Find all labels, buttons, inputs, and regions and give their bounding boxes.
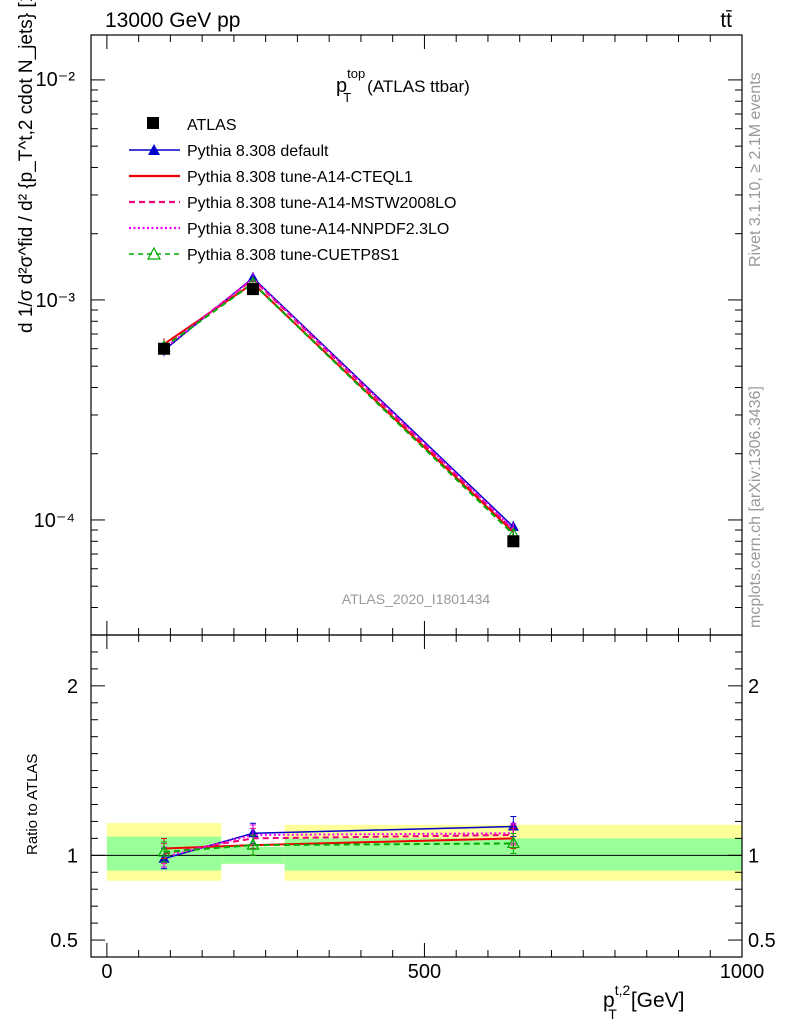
series-line-1 xyxy=(163,282,515,533)
x-tick-label: 500 xyxy=(408,961,441,983)
series-line-4 xyxy=(163,282,515,536)
atlas-data-point xyxy=(507,535,520,548)
legend-label-default: Pythia 8.308 default xyxy=(187,143,329,160)
ratio-point-4 xyxy=(157,844,171,857)
ratio-y-tick-label: 2 xyxy=(67,676,78,698)
ratio-y-tick-label-right: 1 xyxy=(748,845,759,867)
energy-label: 13000 GeV pp xyxy=(105,9,240,32)
legend-label-cteql1: Pythia 8.308 tune-A14-CTEQL1 xyxy=(187,169,413,186)
plot-title: ptop T(ATLAS ttbar) xyxy=(336,66,470,105)
series-line-3 xyxy=(163,277,515,530)
y-tick-label-1e-4: 10⁻⁴ xyxy=(34,510,75,532)
series-line-2 xyxy=(163,278,515,531)
mcplots-label: mcplots.cern.ch [arXiv:1306.3436] xyxy=(747,386,764,628)
legend-label-nnpdf23lo: Pythia 8.308 tune-A14-NNPDF2.3LO xyxy=(187,221,449,238)
ratio-line-4 xyxy=(163,842,514,853)
atlas-data-point xyxy=(246,283,259,296)
atlas-data-point xyxy=(158,342,171,355)
ratio-ticks: 0.5 0.5 1 1 2 2 0 500 1000 xyxy=(50,635,776,983)
y-tick-label-1e-3: 10⁻³ xyxy=(36,290,76,312)
ratio-y-tick-label: 1 xyxy=(67,845,78,867)
x-tick-label: 0 xyxy=(101,961,112,983)
main-plot-area xyxy=(157,271,520,548)
ratio-point-4 xyxy=(506,836,520,849)
process-label: tt̄ xyxy=(720,9,732,32)
x-tick-label: 1000 xyxy=(720,961,765,983)
ratio-panel: 0.5 0.5 1 1 2 2 0 500 1000 Ratio to ATLAS pt,2 T[… xyxy=(24,634,776,1022)
legend-label-mstw2008lo: Pythia 8.308 tune-A14-MSTW2008LO xyxy=(187,195,456,212)
ratio-y-tick-label: 0.5 xyxy=(50,930,78,952)
legend-marker-default xyxy=(148,144,160,155)
ratio-point-4 xyxy=(246,837,260,850)
ratio-frame xyxy=(90,634,743,958)
legend-marker-atlas xyxy=(147,117,159,129)
main-y-axis-label: d 1/σ d²σ^fid / d² {p_T^t,2 cdot N_jets}… xyxy=(16,0,37,333)
legend: ATLAS Pythia 8.308 default Pythia 8.308 … xyxy=(129,117,456,264)
legend-label-cuetp8s1: Pythia 8.308 tune-CUETP8S1 xyxy=(187,247,400,264)
legend-label-atlas: ATLAS xyxy=(187,117,237,134)
ratio-y-axis-label: Ratio to ATLAS xyxy=(24,754,41,855)
analysis-watermark: ATLAS_2020_I1801434 xyxy=(342,591,491,607)
legend-marker-cuetp8s1 xyxy=(146,246,162,260)
series-line-0 xyxy=(163,276,514,528)
y-tick-label-1e-2: 10⁻² xyxy=(36,69,76,91)
x-axis-label: pt,2 T[GeV] xyxy=(603,982,685,1022)
ratio-y-tick-label-right: 0.5 xyxy=(748,930,776,952)
ratio-y-tick-label-right: 2 xyxy=(748,676,759,698)
main-panel: 10⁻² 10⁻³ 10⁻⁴ d 1/σ d²σ^fid / d² {p_T^t… xyxy=(16,0,743,636)
ratio-plot-area xyxy=(91,816,742,881)
rivet-version-label: Rivet 3.1.10, ≥ 2.1M events xyxy=(747,72,764,267)
